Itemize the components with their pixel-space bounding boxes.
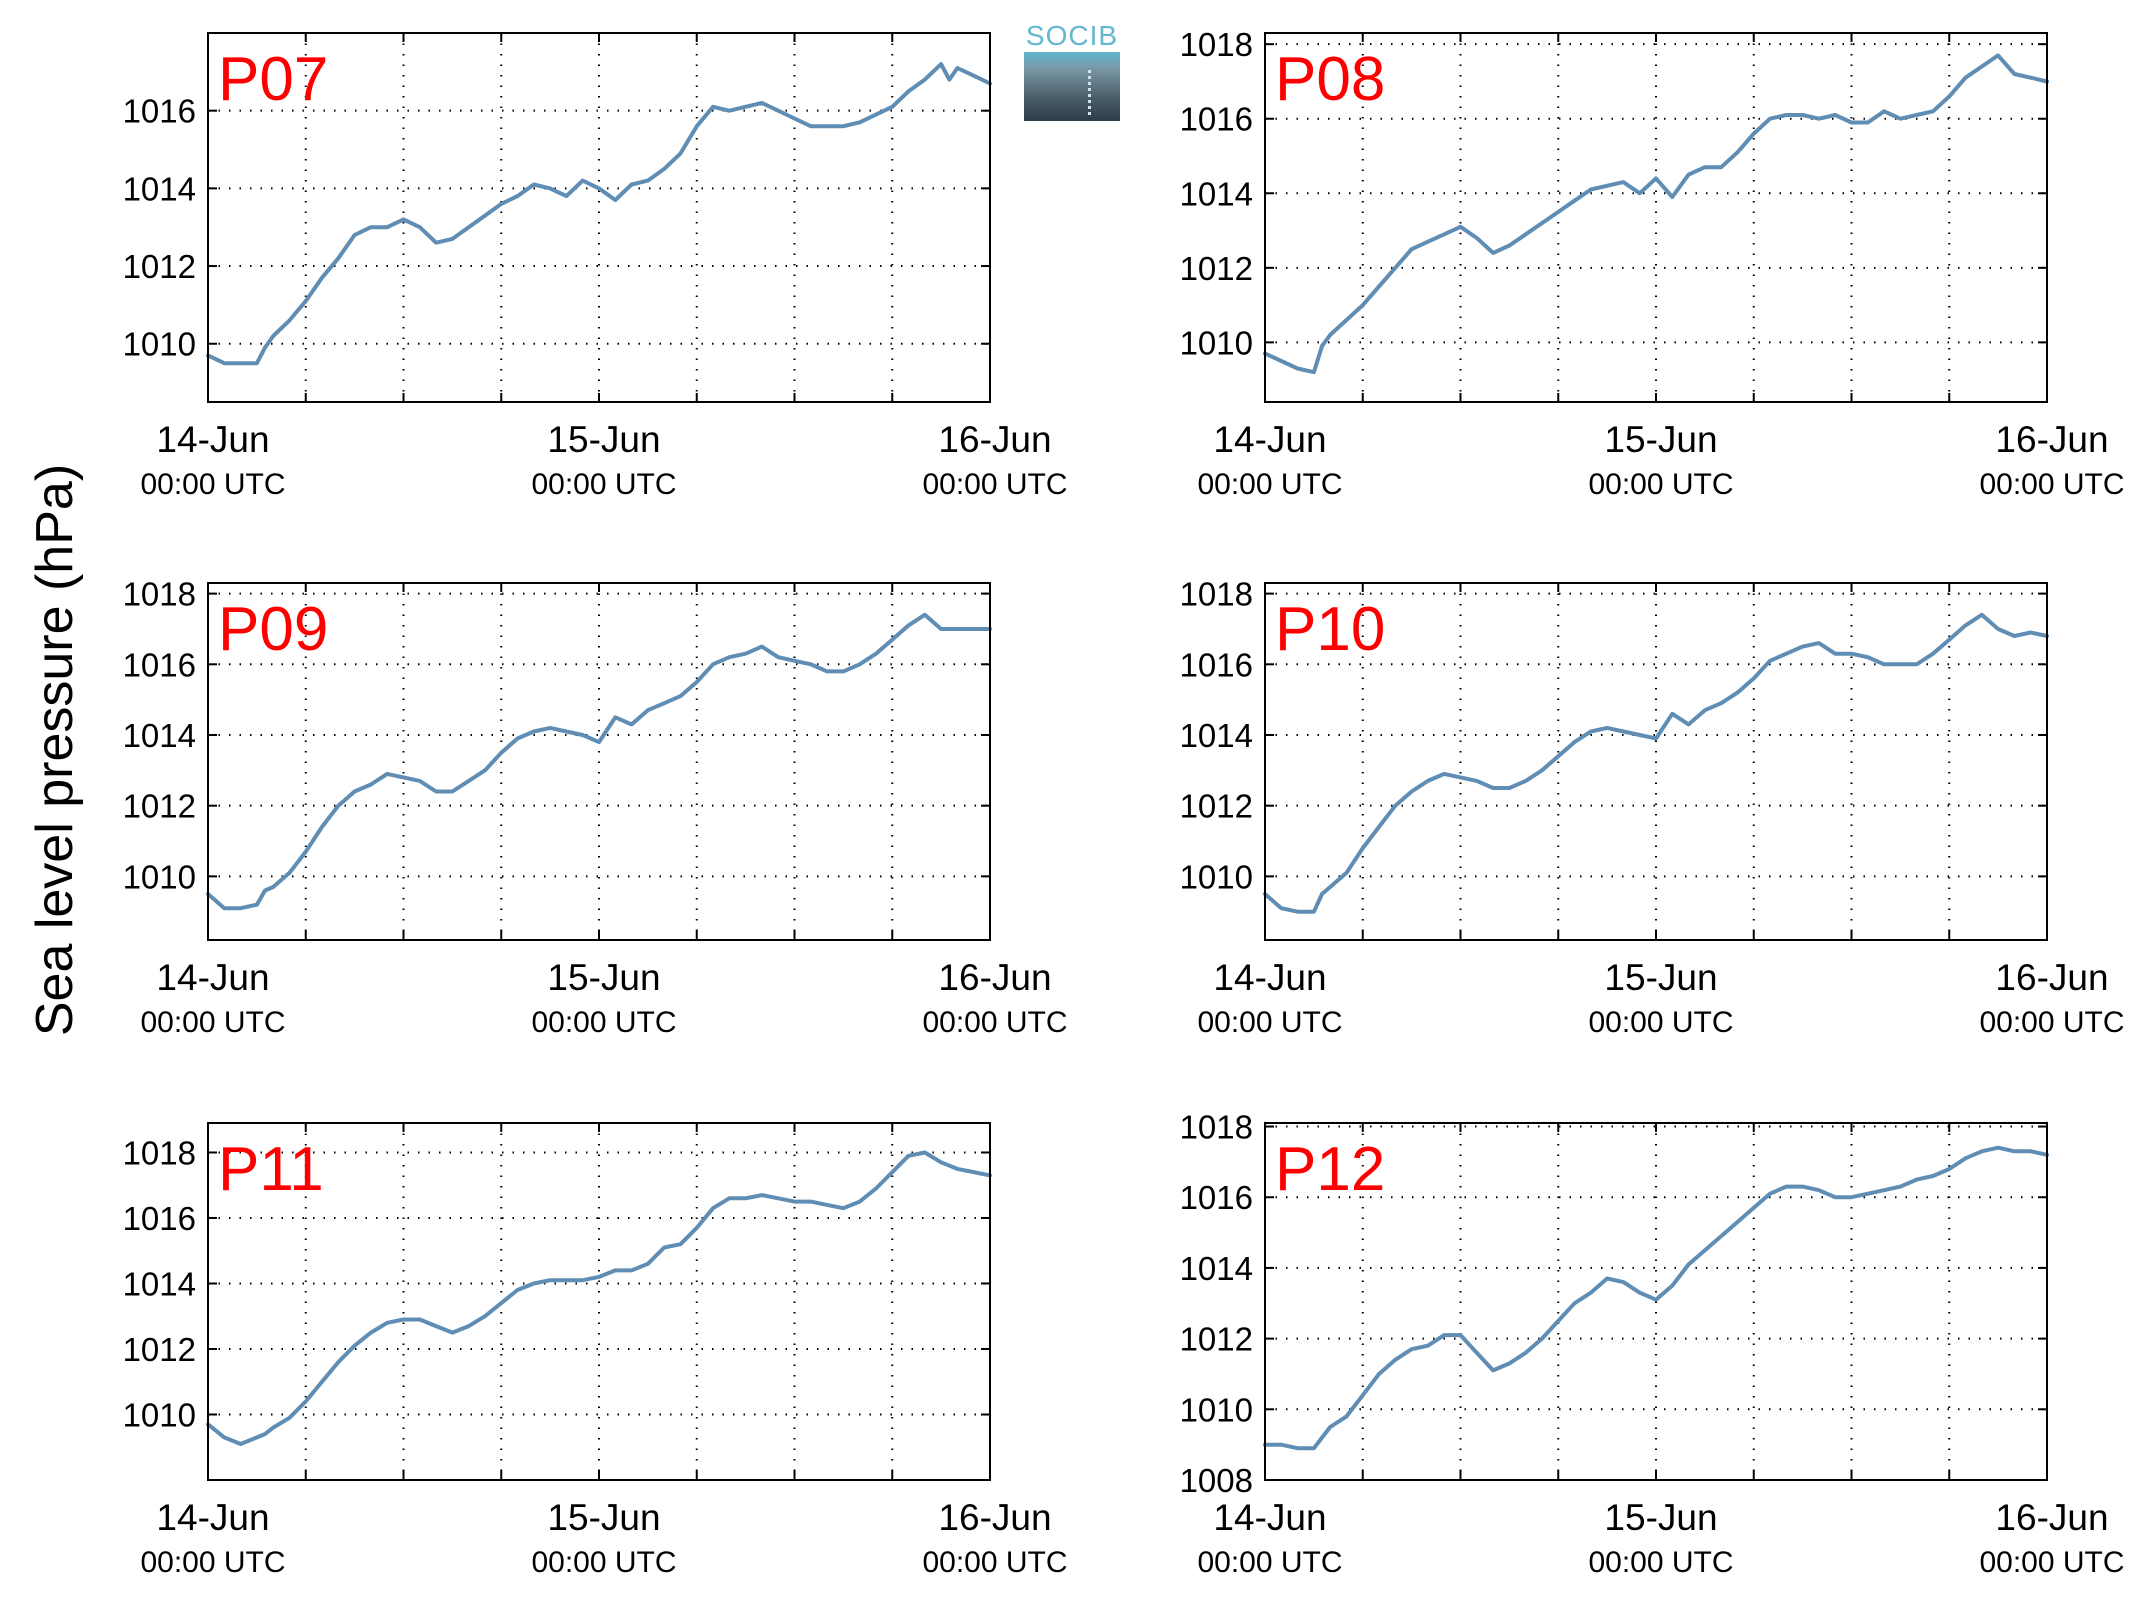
p10-axes-frame xyxy=(1264,582,2048,941)
p11-ytick-label: 1014 xyxy=(123,1265,196,1302)
p08-ytick-label: 1016 xyxy=(1180,101,1253,138)
p11-ytick-label: 1010 xyxy=(123,1396,196,1433)
p07-xtick-time-label: 00:00 UTC xyxy=(922,468,1067,501)
logo-text: SOCIB xyxy=(1025,20,1119,51)
p10-xtick-time-label: 00:00 UTC xyxy=(1979,1006,2124,1039)
p12-xtick-time-label: 00:00 UTC xyxy=(1979,1546,2124,1579)
p10-ytick-label: 1016 xyxy=(1180,646,1253,683)
p12-ytick-label: 1010 xyxy=(1180,1391,1253,1428)
p08-ytick-label: 1018 xyxy=(1180,26,1253,63)
logo-graphic xyxy=(1024,52,1120,121)
p09-xtick-day-label: 16-Jun xyxy=(938,957,1051,998)
p12-xtick-day-label: 16-Jun xyxy=(1995,1497,2108,1538)
p08-xtick-day-label: 14-Jun xyxy=(1213,419,1326,460)
p11-xtick-time-label: 00:00 UTC xyxy=(922,1546,1067,1579)
p09-xtick-time-label: 00:00 UTC xyxy=(922,1006,1067,1039)
p12-ytick-label: 1018 xyxy=(1180,1109,1253,1146)
p10-xtick-time-label: 00:00 UTC xyxy=(1588,1006,1733,1039)
p08-ytick-label: 1014 xyxy=(1180,175,1253,212)
p10-ytick-label: 1012 xyxy=(1180,788,1253,825)
p10-series-line xyxy=(1263,612,2049,914)
p11-xtick-day-label: 16-Jun xyxy=(938,1497,1051,1538)
p09-axes-frame xyxy=(207,582,991,941)
p11-series-line xyxy=(206,1150,992,1446)
p09-ytick-label: 1014 xyxy=(123,717,196,754)
p07-xtick-time-label: 00:00 UTC xyxy=(531,468,676,501)
logo-dotted-line xyxy=(1088,70,1091,115)
p08-series-line xyxy=(1263,53,2049,375)
p09-xtick-time-label: 00:00 UTC xyxy=(140,1006,285,1039)
p12-panel-label: P12 xyxy=(1275,1135,1385,1204)
p09-xtick-day-label: 15-Jun xyxy=(547,957,660,998)
p09-ytick-label: 1012 xyxy=(123,788,196,825)
p07-ytick-label: 1012 xyxy=(123,248,196,285)
p07-xtick-day-label: 14-Jun xyxy=(156,419,269,460)
p07-ytick-label: 1010 xyxy=(123,326,196,363)
p08-axes-frame xyxy=(1264,32,2048,403)
p07-xtick-day-label: 15-Jun xyxy=(547,419,660,460)
p11-ytick-label: 1018 xyxy=(123,1134,196,1171)
p09-ytick-label: 1016 xyxy=(123,646,196,683)
p10-xtick-day-label: 16-Jun xyxy=(1995,957,2108,998)
p11-xtick-time-label: 00:00 UTC xyxy=(140,1546,285,1579)
p07-xtick-day-label: 16-Jun xyxy=(938,419,1051,460)
p11-axes-frame xyxy=(207,1122,991,1481)
p07-axes-frame xyxy=(207,32,991,403)
p11-ytick-label: 1016 xyxy=(123,1200,196,1237)
p10-ytick-label: 1010 xyxy=(1180,858,1253,895)
p08-ytick-label: 1010 xyxy=(1180,324,1253,361)
p09-xtick-day-label: 14-Jun xyxy=(156,957,269,998)
p07-xtick-time-label: 00:00 UTC xyxy=(140,468,285,501)
p07-panel-label: P07 xyxy=(218,45,328,114)
p11-xtick-day-label: 15-Jun xyxy=(547,1497,660,1538)
p08-xtick-time-label: 00:00 UTC xyxy=(1588,468,1733,501)
p12-ytick-label: 1014 xyxy=(1180,1250,1253,1287)
p07-ytick-label: 1014 xyxy=(123,170,196,207)
p08-xtick-time-label: 00:00 UTC xyxy=(1979,468,2124,501)
p07-series-line xyxy=(206,62,992,366)
p09-panel-label: P09 xyxy=(218,595,328,664)
socib-logo: SOCIB xyxy=(1022,20,1122,121)
p11-xtick-day-label: 14-Jun xyxy=(156,1497,269,1538)
p10-xtick-time-label: 00:00 UTC xyxy=(1197,1006,1342,1039)
p11-ytick-label: 1012 xyxy=(123,1331,196,1368)
p12-xtick-time-label: 00:00 UTC xyxy=(1197,1546,1342,1579)
p12-ytick-label: 1016 xyxy=(1180,1179,1253,1216)
p08-xtick-day-label: 16-Jun xyxy=(1995,419,2108,460)
p12-ytick-label: 1012 xyxy=(1180,1321,1253,1358)
p08-xtick-day-label: 15-Jun xyxy=(1604,419,1717,460)
p12-xtick-day-label: 14-Jun xyxy=(1213,1497,1326,1538)
p10-xtick-day-label: 15-Jun xyxy=(1604,957,1717,998)
p12-xtick-day-label: 15-Jun xyxy=(1604,1497,1717,1538)
p10-ytick-label: 1014 xyxy=(1180,717,1253,754)
p08-ytick-label: 1012 xyxy=(1180,250,1253,287)
p09-xtick-time-label: 00:00 UTC xyxy=(531,1006,676,1039)
p10-panel-label: P10 xyxy=(1275,595,1385,664)
p12-ytick-label: 1008 xyxy=(1180,1462,1253,1499)
p08-panel-label: P08 xyxy=(1275,45,1385,114)
p11-xtick-time-label: 00:00 UTC xyxy=(531,1546,676,1579)
p12-axes-frame xyxy=(1264,1122,2048,1481)
p08-xtick-time-label: 00:00 UTC xyxy=(1197,468,1342,501)
p12-xtick-time-label: 00:00 UTC xyxy=(1588,1546,1733,1579)
p10-xtick-day-label: 14-Jun xyxy=(1213,957,1326,998)
p09-ytick-label: 1018 xyxy=(123,576,196,613)
p11-panel-label: P11 xyxy=(218,1135,324,1204)
p10-ytick-label: 1018 xyxy=(1180,576,1253,613)
p09-series-line xyxy=(206,612,992,911)
p09-ytick-label: 1010 xyxy=(123,858,196,895)
y-axis-label: Sea level pressure (hPa) xyxy=(26,463,84,1037)
p12-series-line xyxy=(1263,1145,2049,1451)
p07-ytick-label: 1016 xyxy=(123,93,196,130)
